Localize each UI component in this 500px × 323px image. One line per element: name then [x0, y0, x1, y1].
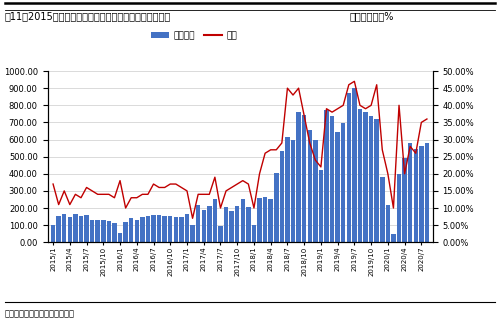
占比: [190, 216, 196, 220]
Legend: 成立规模, 占比: 成立规模, 占比: [147, 28, 240, 44]
Bar: [174, 216, 178, 242]
占比: [352, 79, 358, 83]
Bar: [263, 197, 268, 242]
Bar: [318, 170, 323, 242]
Bar: [285, 137, 290, 242]
Bar: [202, 210, 206, 242]
Bar: [324, 109, 328, 242]
Line: 占比: 占比: [53, 81, 427, 218]
Bar: [78, 216, 83, 242]
Bar: [190, 225, 195, 242]
Bar: [140, 217, 144, 242]
Bar: [73, 214, 78, 242]
Bar: [380, 177, 384, 242]
Bar: [101, 220, 105, 242]
Bar: [358, 109, 362, 242]
Bar: [157, 215, 162, 242]
占比: [390, 206, 396, 210]
Bar: [336, 132, 340, 242]
Bar: [240, 199, 245, 242]
Bar: [352, 88, 356, 242]
Bar: [302, 115, 306, 242]
Bar: [397, 174, 402, 242]
Bar: [386, 204, 390, 242]
Bar: [168, 216, 172, 242]
占比: [396, 103, 402, 107]
占比: [357, 103, 363, 107]
Bar: [291, 140, 295, 242]
Bar: [134, 220, 139, 242]
Text: 数据来源：用益金融信托研究院: 数据来源：用益金融信托研究院: [5, 309, 75, 318]
Bar: [62, 214, 66, 242]
Bar: [341, 123, 345, 242]
Bar: [96, 220, 100, 242]
Bar: [179, 216, 184, 242]
Bar: [230, 211, 234, 242]
Bar: [424, 143, 429, 242]
Bar: [51, 225, 56, 242]
Bar: [218, 226, 222, 242]
Bar: [112, 224, 116, 242]
Bar: [258, 198, 262, 242]
占比: [324, 107, 330, 111]
Bar: [106, 221, 111, 242]
Bar: [408, 143, 412, 242]
Bar: [84, 215, 89, 242]
Bar: [346, 93, 351, 242]
Bar: [235, 206, 240, 242]
Bar: [280, 151, 284, 242]
占比: [306, 141, 312, 145]
Bar: [56, 216, 61, 242]
Bar: [146, 216, 150, 242]
Bar: [374, 119, 379, 242]
Bar: [212, 199, 217, 242]
Bar: [391, 234, 396, 242]
占比: [402, 172, 407, 176]
Bar: [224, 207, 228, 242]
Bar: [402, 158, 407, 242]
Bar: [68, 216, 72, 242]
Bar: [268, 199, 273, 242]
占比: [424, 117, 430, 121]
占比: [50, 182, 56, 186]
Bar: [313, 140, 318, 242]
Text: 单位：亿元，%: 单位：亿元，%: [350, 11, 395, 21]
Bar: [296, 112, 301, 242]
Bar: [369, 116, 374, 242]
Bar: [414, 149, 418, 242]
Text: 图11：2015年至今房地产类集合信托产品成立规模及占比: 图11：2015年至今房地产类集合信托产品成立规模及占比: [5, 11, 171, 21]
Bar: [419, 146, 424, 242]
Bar: [330, 116, 334, 242]
Bar: [90, 220, 94, 242]
Bar: [118, 233, 122, 242]
Bar: [152, 215, 156, 242]
Bar: [185, 214, 189, 242]
Bar: [252, 225, 256, 242]
Bar: [274, 173, 278, 242]
Bar: [129, 218, 134, 242]
Bar: [364, 112, 368, 242]
Bar: [162, 216, 167, 242]
Bar: [207, 206, 212, 242]
Bar: [308, 130, 312, 242]
Bar: [246, 207, 250, 242]
Bar: [124, 222, 128, 242]
Bar: [196, 205, 200, 242]
